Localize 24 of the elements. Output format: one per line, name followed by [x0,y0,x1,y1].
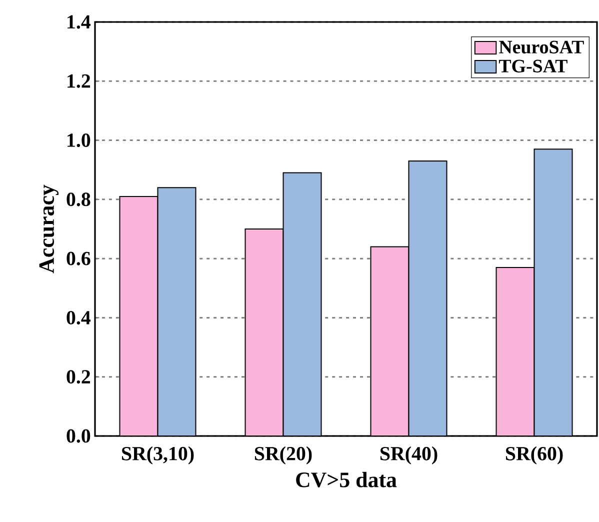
bar [534,148,573,436]
y-tick-label: 0.4 [66,310,91,324]
bar [408,160,448,436]
y-axis-title: Accuracy [39,184,59,274]
x-tick-label: SR(20) [254,446,312,464]
x-tick-label: SR(60) [506,446,563,464]
y-tick-label: 1.4 [68,15,91,29]
x-tick-label: SR(40) [380,446,438,464]
bar [119,196,158,436]
y-tick-label: 0.8 [66,192,90,206]
y-tick-label: 1.0 [68,134,90,148]
legend-label: NeuroSAT [499,40,584,54]
x-tick-label: SR(3,10) [122,446,194,464]
legend-label: TG-SAT [498,60,568,72]
x-axis-title: CV>5 data [296,472,397,488]
bar [370,246,410,436]
bar [496,266,535,436]
y-tick-label: 0.2 [66,370,90,384]
y-tick-label: 1.2 [68,74,90,88]
y-tick-label: 0.0 [66,429,90,443]
bar [282,172,322,436]
bar [157,187,196,436]
bar [244,228,284,436]
y-tick-label: 0.6 [66,252,90,266]
